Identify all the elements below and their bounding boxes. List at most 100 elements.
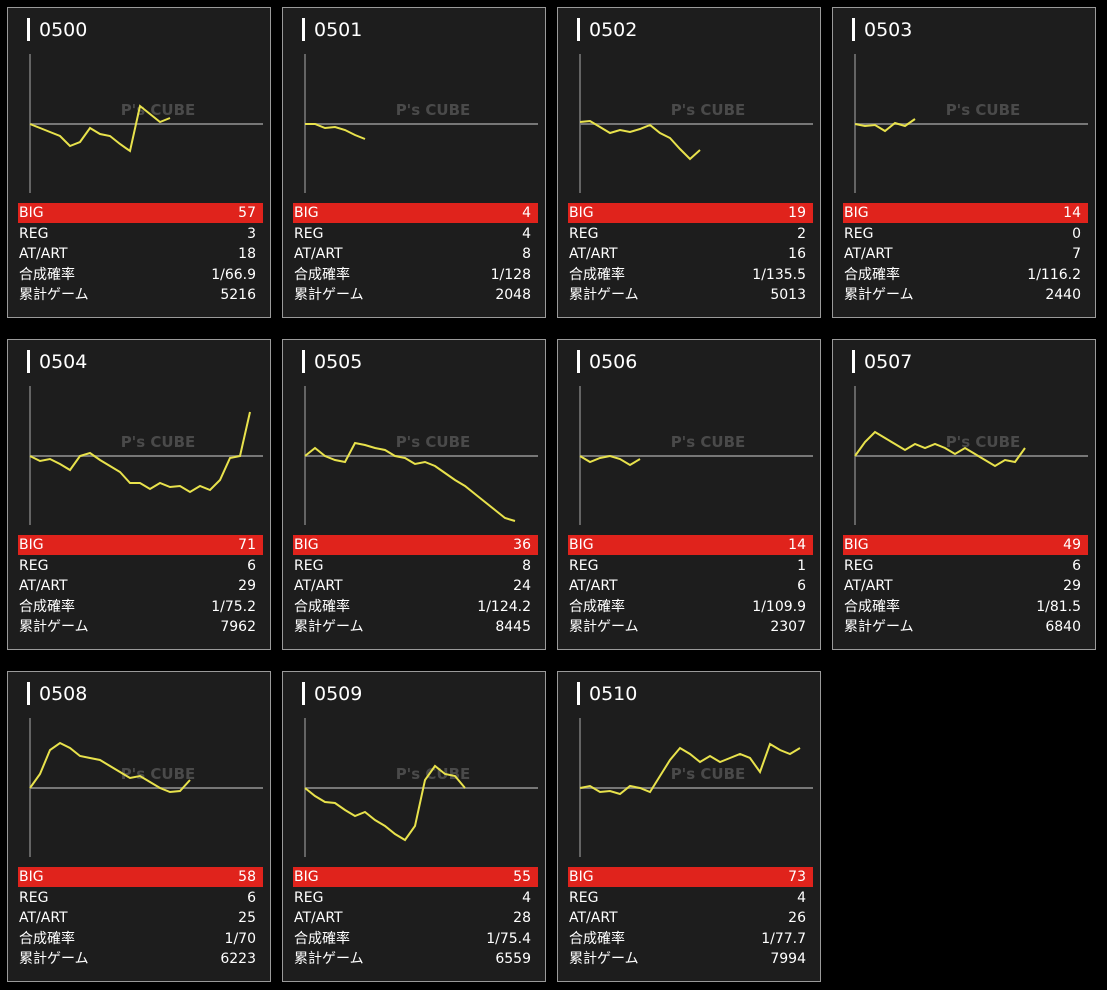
machine-number: 0506	[589, 351, 638, 373]
stat-label: AT/ART	[19, 910, 68, 927]
stat-row: AT/ART 24	[293, 576, 538, 596]
stat-row: AT/ART 28	[293, 908, 538, 928]
machine-number: 0510	[589, 683, 638, 705]
stat-value: 7962	[220, 619, 256, 636]
stat-label: REG	[19, 557, 49, 574]
graph: P's CUBE	[854, 386, 1088, 525]
stat-value: 26	[788, 910, 806, 927]
stat-row: 累計ゲーム 6223	[18, 949, 263, 969]
stat-value: 1/116.2	[1027, 266, 1081, 283]
stat-value: 1/109.9	[752, 598, 806, 615]
stat-row: REG 3	[18, 224, 263, 244]
graph: P's CUBE	[854, 54, 1088, 193]
stat-row: 累計ゲーム 6559	[293, 949, 538, 969]
stat-label: 合成確率	[844, 266, 900, 283]
stat-row: 累計ゲーム 6840	[843, 617, 1088, 637]
stat-label: BIG	[569, 205, 594, 221]
big-row: BIG 19	[568, 203, 813, 223]
stat-label: BIG	[294, 205, 319, 221]
stat-label: 合成確率	[19, 266, 75, 283]
stat-row: 合成確率 1/75.4	[293, 929, 538, 949]
title-bar	[302, 18, 305, 41]
stat-label: 累計ゲーム	[294, 951, 364, 968]
stat-row: 合成確率 1/116.2	[843, 265, 1088, 285]
stat-row: AT/ART 18	[18, 244, 263, 264]
graph-line	[29, 411, 251, 494]
stat-label: 累計ゲーム	[294, 287, 364, 304]
stat-value: 1/66.9	[211, 266, 256, 283]
stat-row: 累計ゲーム 7994	[568, 949, 813, 969]
stat-value: 6223	[220, 951, 256, 968]
title-bar	[577, 350, 580, 373]
graph-line	[304, 764, 466, 842]
stat-label: REG	[294, 889, 324, 906]
watermark: P's CUBE	[396, 765, 471, 783]
stat-label: AT/ART	[844, 246, 893, 263]
stat-row: 累計ゲーム 2048	[293, 285, 538, 305]
machine-card: 0509 P's CUBE BIG 55 REG 4 AT/ART 28 合成確率 1/75.4 累…	[282, 671, 546, 982]
stat-value: 3	[247, 225, 256, 242]
stat-row: REG 0	[843, 224, 1088, 244]
stat-row: AT/ART 29	[843, 576, 1088, 596]
stat-value: 4	[522, 225, 531, 242]
graph-line	[579, 454, 641, 467]
title-bar	[27, 350, 30, 373]
stat-label: 合成確率	[19, 598, 75, 615]
stat-label: REG	[569, 225, 599, 242]
big-row: BIG 71	[18, 535, 263, 555]
stat-value: 55	[513, 869, 531, 885]
machine-card: 0506 P's CUBE BIG 14 REG 1 AT/ART 6 合成確率 1/109.9 累…	[557, 339, 821, 650]
stat-label: BIG	[844, 537, 869, 553]
big-row: BIG 14	[568, 535, 813, 555]
stat-value: 14	[1063, 205, 1081, 221]
stat-label: 累計ゲーム	[844, 619, 914, 636]
graph: P's CUBE	[579, 386, 813, 525]
graph: P's CUBE	[29, 54, 263, 193]
title-bar	[27, 682, 30, 705]
stat-row: 累計ゲーム 8445	[293, 617, 538, 637]
stat-label: BIG	[294, 869, 319, 885]
stat-value: 1/135.5	[752, 266, 806, 283]
stat-label: 合成確率	[294, 266, 350, 283]
stat-row: AT/ART 29	[18, 576, 263, 596]
stat-value: 24	[513, 578, 531, 595]
stat-label: 合成確率	[19, 930, 75, 947]
stat-label: BIG	[569, 869, 594, 885]
stat-value: 29	[1063, 578, 1081, 595]
stat-label: BIG	[19, 869, 44, 885]
stat-value: 18	[238, 246, 256, 263]
stat-label: AT/ART	[569, 578, 618, 595]
stat-value: 2307	[770, 619, 806, 636]
stat-value: 29	[238, 578, 256, 595]
stat-row: 合成確率 1/66.9	[18, 265, 263, 285]
machine-card: 0504 P's CUBE BIG 71 REG 6 AT/ART 29 合成確率 1/75.2 累…	[7, 339, 271, 650]
machine-card: 0510 P's CUBE BIG 73 REG 4 AT/ART 26 合成確率 1/77.7 累…	[557, 671, 821, 982]
title-bar	[577, 682, 580, 705]
stat-label: 合成確率	[569, 266, 625, 283]
stat-label: AT/ART	[569, 246, 618, 263]
stat-row: 合成確率 1/109.9	[568, 597, 813, 617]
stat-value: 7	[1072, 246, 1081, 263]
stat-label: BIG	[19, 205, 44, 221]
graph-line	[854, 118, 916, 133]
graph-line	[854, 430, 1026, 468]
stat-label: REG	[19, 225, 49, 242]
big-row: BIG 4	[293, 203, 538, 223]
machine-number: 0504	[39, 351, 88, 373]
stat-label: REG	[294, 225, 324, 242]
stat-value: 1/75.2	[211, 598, 256, 615]
stat-value: 8445	[495, 619, 531, 636]
graph-line	[305, 123, 366, 140]
title-bar	[302, 682, 305, 705]
stat-value: 1/75.4	[486, 930, 531, 947]
watermark: P's CUBE	[396, 101, 471, 119]
stat-row: 累計ゲーム 5216	[18, 285, 263, 305]
watermark: P's CUBE	[121, 765, 196, 783]
title-bar	[27, 18, 30, 41]
stat-label: 累計ゲーム	[569, 619, 639, 636]
stat-row: AT/ART 6	[568, 576, 813, 596]
machine-number: 0508	[39, 683, 88, 705]
stat-value: 14	[788, 537, 806, 553]
machine-number: 0502	[589, 19, 638, 41]
stat-label: AT/ART	[844, 578, 893, 595]
